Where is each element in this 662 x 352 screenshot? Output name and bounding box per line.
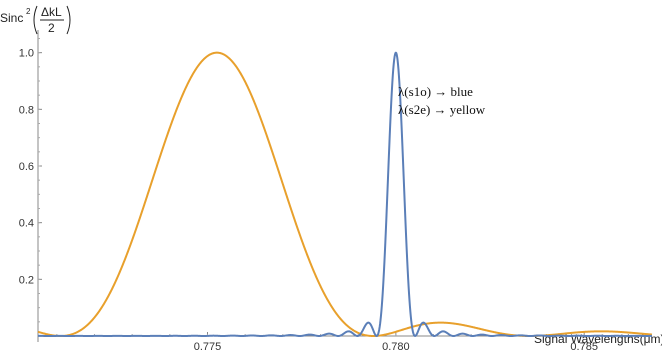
y-tick-label: 1.0 <box>19 48 34 60</box>
y-axis-title-left-paren <box>33 5 38 35</box>
annotation-blue-series: λ(s1o) → blue <box>398 84 473 99</box>
y-tick-label: 0.4 <box>19 218 34 230</box>
y-tick-label: 0.2 <box>19 274 34 286</box>
series-layer <box>37 51 653 337</box>
x-tick-label: 0.780 <box>382 341 410 352</box>
series-line-yellow <box>37 51 653 337</box>
annotation-yellow-series: λ(s2e) → yellow <box>398 102 486 117</box>
y-axis-ticks: 0.2 0.4 0.6 0.8 1.0 <box>19 38 42 323</box>
series-line-blue <box>37 51 653 337</box>
y-axis-title-denominator: 2 <box>48 21 55 35</box>
x-tick-label: 0.785 <box>570 341 598 352</box>
y-tick-label: 0.6 <box>19 161 34 173</box>
x-tick-label: 0.775 <box>194 341 222 352</box>
y-axis-title-power: 2 <box>26 7 31 16</box>
y-tick-label: 0.8 <box>19 104 34 116</box>
y-axis-title-numerator: ΔkL <box>41 5 62 19</box>
y-axis-title-func: Sinc <box>0 11 23 25</box>
y-axis-title-right-paren <box>66 5 71 35</box>
y-axis-title: Sinc 2 ΔkL 2 <box>0 5 71 35</box>
